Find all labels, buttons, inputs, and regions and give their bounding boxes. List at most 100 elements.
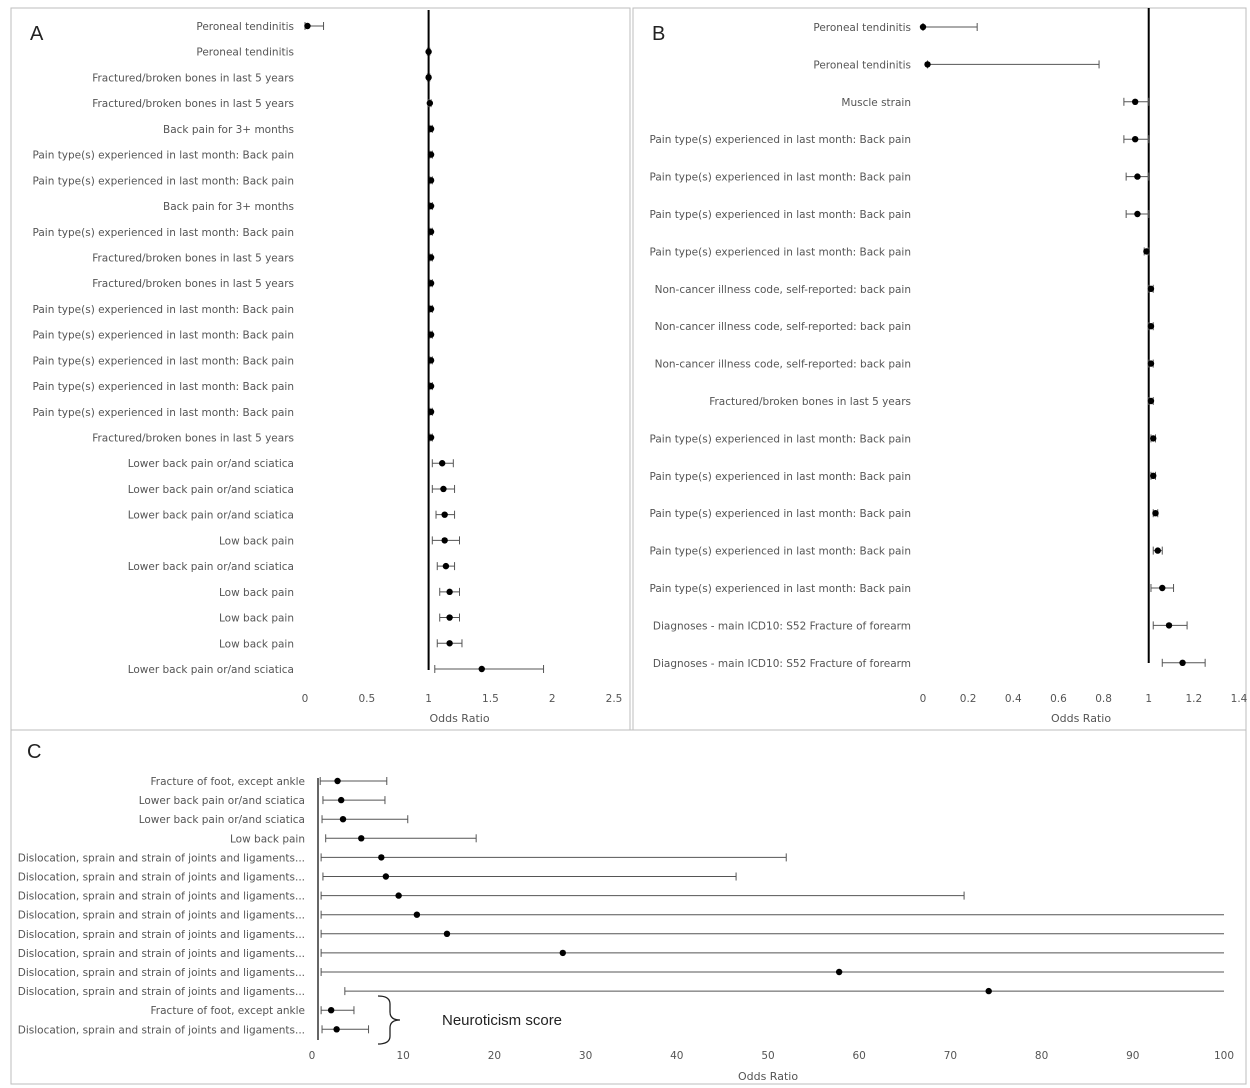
- odds-ratio-point: [1179, 659, 1186, 666]
- x-axis-title: Odds Ratio: [738, 1070, 798, 1083]
- row-label: Fractured/broken bones in last 5 years: [92, 252, 294, 264]
- neuroticism-annotation: Neuroticism score: [442, 1012, 562, 1029]
- odds-ratio-point: [478, 665, 485, 673]
- x-tick-label: 0.6: [1050, 693, 1067, 705]
- odds-ratio-point: [924, 61, 931, 68]
- row-label: Low back pain: [219, 638, 294, 650]
- odds-ratio-point: [427, 357, 435, 364]
- row-label: Low back pain: [219, 613, 294, 625]
- row-label: Pain type(s) experienced in last month: …: [649, 172, 911, 184]
- odds-ratio-point: [427, 177, 435, 184]
- odds-ratio-point: [427, 228, 435, 235]
- row-label: Pain type(s) experienced in last month: …: [649, 433, 911, 445]
- row-label: Dislocation, sprain and strain of joints…: [18, 948, 305, 960]
- row-label: Fractured/broken bones in last 5 years: [92, 98, 294, 110]
- panel-c-letter: C: [27, 741, 41, 763]
- odds-ratio-point: [1152, 510, 1159, 517]
- row-label: Pain type(s) experienced in last month: …: [32, 175, 294, 187]
- neuroticism-brace: [377, 995, 401, 1045]
- x-tick-label: 100: [1214, 1050, 1234, 1062]
- odds-ratio-point: [427, 434, 435, 441]
- row-label: Fractured/broken bones in last 5 years: [709, 396, 911, 408]
- odds-ratio-point: [427, 305, 435, 313]
- odds-ratio-point: [1143, 248, 1150, 255]
- row-label: Pain type(s) experienced in last month: …: [32, 330, 294, 342]
- row-label: Low back pain: [230, 833, 305, 845]
- odds-ratio-point: [1147, 360, 1155, 367]
- odds-ratio-point: [1147, 323, 1155, 330]
- x-tick-label: 0: [302, 693, 309, 705]
- row-label: Dislocation, sprain and strain of joints…: [18, 929, 305, 941]
- odds-ratio-point: [835, 968, 843, 976]
- odds-ratio-point: [395, 892, 402, 899]
- odds-ratio-point: [559, 949, 566, 957]
- row-label: Dislocation, sprain and strain of joints…: [18, 910, 305, 922]
- row-label: Fracture of foot, except ankle: [151, 1005, 305, 1017]
- odds-ratio-point: [427, 125, 435, 133]
- row-label: Peroneal tendinitis: [196, 47, 294, 59]
- odds-ratio-point: [1150, 472, 1157, 479]
- x-tick-label: 2: [549, 693, 556, 705]
- x-tick-label: 2.5: [606, 693, 623, 705]
- odds-ratio-point: [441, 537, 448, 544]
- odds-ratio-point: [441, 511, 448, 518]
- odds-ratio-point: [442, 562, 450, 570]
- x-tick-label: 0: [920, 693, 927, 705]
- odds-ratio-point: [304, 22, 311, 30]
- odds-ratio-point: [1165, 622, 1173, 629]
- odds-ratio-point: [427, 382, 435, 390]
- row-label: Peroneal tendinitis: [813, 22, 911, 34]
- row-label: Peroneal tendinitis: [196, 21, 294, 33]
- row-label: Muscle strain: [841, 97, 911, 109]
- x-axis-title: Odds Ratio: [429, 712, 489, 725]
- row-label: Pain type(s) experienced in last month: …: [649, 546, 911, 558]
- odds-ratio-point: [427, 331, 435, 338]
- odds-ratio-point: [427, 202, 435, 210]
- x-tick-label: 1: [425, 693, 432, 705]
- x-tick-label: 50: [761, 1050, 774, 1062]
- row-label: Fractured/broken bones in last 5 years: [92, 433, 294, 445]
- x-tick-label: 80: [1035, 1050, 1048, 1062]
- odds-ratio-point: [427, 280, 435, 287]
- row-label: Pain type(s) experienced in last month: …: [649, 583, 911, 595]
- row-label: Non-cancer illness code, self-reported: …: [655, 321, 911, 333]
- x-tick-label: 60: [853, 1050, 866, 1062]
- panel-a-plot: 0 0.5 1 1.5 2 2.5 Odds Ratio Peroneal tendiniti…: [32, 10, 622, 725]
- odds-ratio-point: [446, 614, 453, 621]
- odds-ratio-point: [427, 408, 435, 415]
- row-label: Diagnoses - main ICD10: S52 Fracture of …: [653, 620, 911, 632]
- x-tick-label: 1.2: [1186, 693, 1203, 705]
- panel-c-frame: [10, 729, 1247, 1085]
- row-label: Pain type(s) experienced in last month: …: [649, 508, 911, 520]
- row-label: Pain type(s) experienced in last month: …: [32, 150, 294, 162]
- x-tick-label: 1: [1145, 693, 1152, 705]
- odds-ratio-point: [438, 460, 446, 467]
- row-label: Lower back pain or/and sciatica: [128, 458, 294, 470]
- x-tick-label: 0: [309, 1050, 316, 1062]
- row-label: Pain type(s) experienced in last month: …: [649, 209, 911, 221]
- odds-ratio-point: [440, 485, 447, 493]
- row-label: Fractured/broken bones in last 5 years: [92, 278, 294, 290]
- x-tick-label: 0.5: [358, 693, 375, 705]
- x-tick-label: 40: [670, 1050, 683, 1062]
- odds-ratio-point: [446, 640, 453, 647]
- row-label: Pain type(s) experienced in last month: …: [649, 134, 911, 146]
- odds-ratio-point: [1154, 547, 1161, 554]
- odds-ratio-point: [1134, 210, 1141, 218]
- row-label: Dislocation, sprain and strain of joints…: [18, 872, 305, 884]
- odds-ratio-point: [413, 911, 421, 918]
- odds-ratio-point: [443, 930, 451, 937]
- panel-a-letter: A: [30, 23, 44, 45]
- x-tick-label: 10: [397, 1050, 410, 1062]
- odds-ratio-point: [327, 1007, 335, 1014]
- row-label: Low back pain: [219, 587, 294, 599]
- row-label: Pain type(s) experienced in last month: …: [32, 381, 294, 393]
- row-label: Pain type(s) experienced in last month: …: [32, 355, 294, 367]
- row-label: Pain type(s) experienced in last month: …: [649, 246, 911, 258]
- x-tick-label: 30: [579, 1050, 592, 1062]
- row-label: Back pain for 3+ months: [163, 201, 294, 213]
- odds-ratio-point: [358, 835, 365, 842]
- odds-ratio-point: [333, 1026, 340, 1033]
- odds-ratio-point: [339, 816, 347, 823]
- odds-ratio-point: [985, 987, 992, 995]
